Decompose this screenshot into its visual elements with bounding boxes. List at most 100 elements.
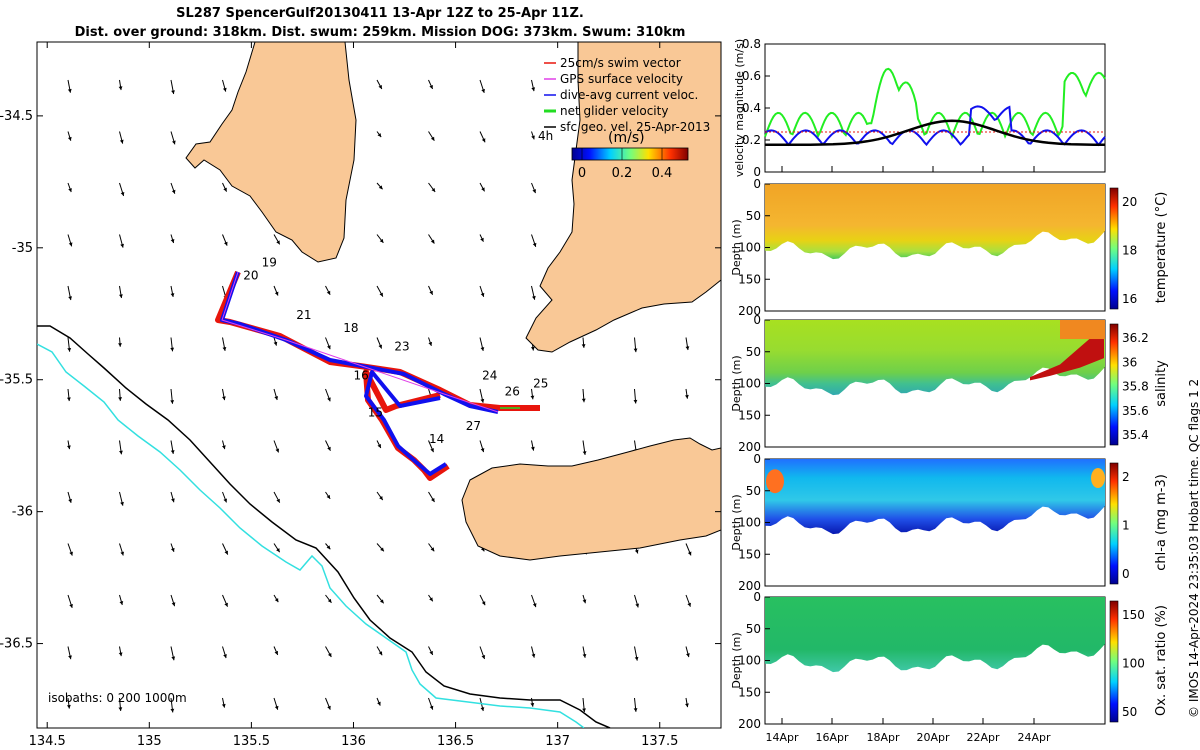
depth-tick-label: 0 xyxy=(753,452,761,466)
colorbar-tick-label: 150 xyxy=(1122,608,1145,622)
velocity-ytick-label: 0.4 xyxy=(742,101,761,115)
depth-tick-label: 150 xyxy=(738,272,761,286)
legend-entry: 25cm/s swim vector xyxy=(560,56,681,70)
map-xtick-label: 135.5 xyxy=(233,734,270,749)
depth-tick-label: 200 xyxy=(738,304,761,318)
temperature-colorbar-label: temperature (°C) xyxy=(1154,192,1169,304)
map-ytick-label: -36 xyxy=(12,505,33,520)
isobath-1000m xyxy=(37,343,585,728)
depth-ylabel: Depth (m) xyxy=(730,219,743,275)
depth-tick-label: 50 xyxy=(746,622,761,636)
salinity-colorbar-label: salinity xyxy=(1154,360,1169,407)
day-label: 24 xyxy=(482,369,497,383)
chart-title: SL287 SpencerGulf20130411 13-Apr 12Z to … xyxy=(176,6,584,21)
day-label: 18 xyxy=(343,321,358,335)
colorbar-tick-label: 50 xyxy=(1122,705,1137,719)
map-axes: 134.5 135 135.5 136 136.5 137 137.5 -34.5 -35 -35… xyxy=(0,42,721,749)
colorbar-tick-label: 35.8 xyxy=(1122,380,1149,394)
colorbar-tick-label: 100 xyxy=(1122,657,1145,671)
copyright-note: © IMOS 14-Apr-2024 23:35:03 Hobart time.… xyxy=(1187,378,1200,718)
depth-ylabel: Depth (m) xyxy=(730,494,743,550)
day-label: 27 xyxy=(466,419,481,433)
colorbar-tick-label: 0 xyxy=(578,166,586,181)
sfc-velocity-series xyxy=(765,119,1106,147)
map-ytick-label: -35 xyxy=(12,241,33,256)
colorbar-tick-label: 16 xyxy=(1122,292,1137,306)
velocity-ytick-label: 0.8 xyxy=(742,37,761,51)
time-xtick-label: 16Apr xyxy=(815,731,849,744)
velocity-panel xyxy=(764,43,1106,173)
colorbar-tick-label: 20 xyxy=(1122,195,1137,209)
salinity-colorbar xyxy=(1109,323,1119,446)
depth-tick-label: 100 xyxy=(738,241,761,255)
map-legend: 25cm/s swim vector GPS surface velocity di… xyxy=(544,56,710,134)
oxygen-colorbar xyxy=(1109,600,1119,723)
salinity-section xyxy=(765,320,1105,396)
temperature-section xyxy=(765,184,1105,260)
day-label: 19 xyxy=(262,255,277,269)
chla-peak-patch xyxy=(766,469,784,494)
land-yorke-peninsula xyxy=(525,42,721,353)
colorbar-tick-label: 36.2 xyxy=(1122,331,1149,345)
map-xtick-label: 136.5 xyxy=(437,734,474,749)
colorbar-tick-label: 0.2 xyxy=(612,166,633,181)
colorbar-tick-label: 35.4 xyxy=(1122,428,1149,442)
velocity-ytick-label: 0.2 xyxy=(742,133,761,147)
depth-tick-label: 50 xyxy=(746,484,761,498)
time-scale-label: 4h xyxy=(538,129,553,143)
time-xtick-label: 18Apr xyxy=(866,731,900,744)
time-xtick-label: 14Apr xyxy=(765,731,799,744)
day-label: 16 xyxy=(353,369,368,383)
depth-tick-label: 100 xyxy=(738,516,761,530)
colorbar-tick-label: 36 xyxy=(1122,355,1137,369)
chart-subtitle: Dist. over ground: 318km. Dist. swum: 25… xyxy=(74,25,686,40)
depth-tick-label: 150 xyxy=(738,547,761,561)
legend-entry: GPS surface velocity xyxy=(560,72,683,86)
chla-section xyxy=(765,459,1105,535)
map-ytick-label: -36.5 xyxy=(0,637,33,652)
depth-tick-label: 150 xyxy=(738,685,761,699)
day-label: 26 xyxy=(505,385,520,399)
depth-ylabel: Depth (m) xyxy=(730,632,743,688)
day-label: 20 xyxy=(243,268,258,282)
depth-tick-label: 150 xyxy=(738,408,761,422)
map-xtick-label: 134.5 xyxy=(29,734,66,749)
depth-tick-label: 50 xyxy=(746,345,761,359)
velocity-ylabel: velocity magnitude (m/s) xyxy=(733,39,746,177)
map-xtick-label: 137.5 xyxy=(641,734,678,749)
day-label: 23 xyxy=(394,340,409,354)
legend-entry: dive-avg current veloc. xyxy=(560,88,698,102)
time-xtick-label: 22Apr xyxy=(966,731,1000,744)
depth-tick-label: 0 xyxy=(753,177,761,191)
colorbar-tick-label: 1 xyxy=(1122,519,1130,533)
colorbar-tick-label: 18 xyxy=(1122,244,1137,258)
depth-ylabel: Depth (m) xyxy=(730,355,743,411)
map-colorbar xyxy=(571,147,689,161)
day-label: 14 xyxy=(429,432,444,446)
oxygen-section xyxy=(765,597,1105,673)
salinity-surface-patch xyxy=(1060,320,1105,340)
day-label: 21 xyxy=(296,308,311,322)
depth-tick-label: 200 xyxy=(738,440,761,454)
land-eyre-peninsula xyxy=(185,42,357,263)
depth-tick-label: 50 xyxy=(746,209,761,223)
map-ytick-label: -34.5 xyxy=(0,109,33,124)
temperature-colorbar xyxy=(1109,187,1119,310)
map-xtick-label: 135 xyxy=(137,734,162,749)
time-xtick-label: 20Apr xyxy=(916,731,950,744)
legend-entry: sfc geo. vel. 25-Apr-2013 xyxy=(560,120,710,134)
velocity-ytick-label: 0 xyxy=(753,165,761,179)
net-velocity-series xyxy=(764,67,1106,140)
map-ytick-label: -35.5 xyxy=(0,373,33,388)
depth-tick-label: 0 xyxy=(753,590,761,604)
chla-colorbar-label: chl-a (mg m-3) xyxy=(1154,474,1169,571)
colorbar-tick-label: 2 xyxy=(1122,470,1130,484)
isobaths-label: isobaths: 0 200 1000m xyxy=(48,691,187,705)
colorbar-title: (m/s) xyxy=(608,130,645,146)
current-velocity-series xyxy=(764,105,1106,147)
depth-tick-label: 100 xyxy=(738,654,761,668)
chla-colorbar xyxy=(1109,462,1119,585)
depth-tick-label: 200 xyxy=(738,579,761,593)
land-kangaroo-island xyxy=(461,437,721,561)
